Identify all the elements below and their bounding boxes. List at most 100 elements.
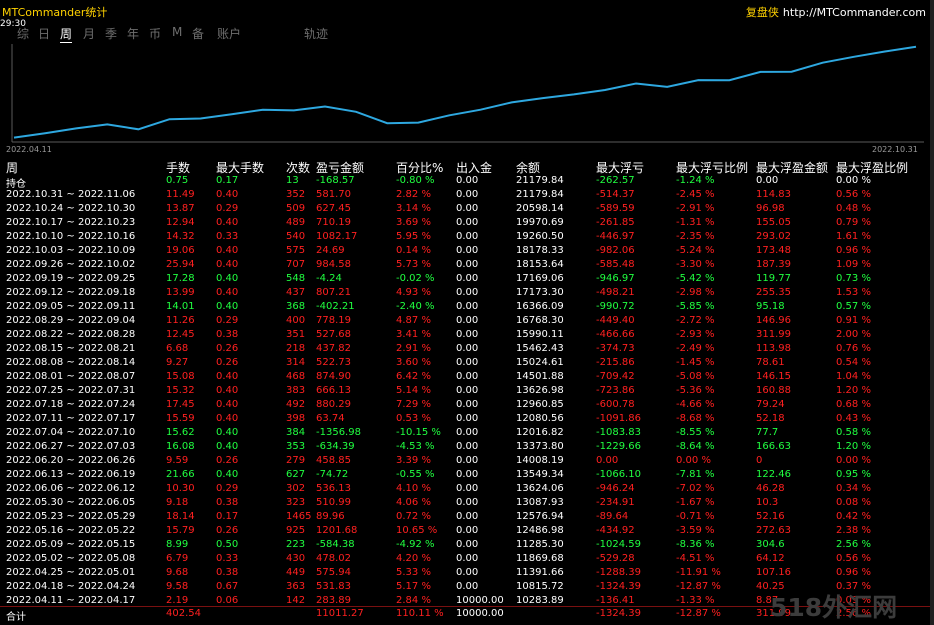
tab-trajectory[interactable]: 轨迹 xyxy=(304,27,329,41)
tab-currency[interactable]: 币 xyxy=(149,27,162,41)
cell-max-floating-profit: 78.61 xyxy=(756,357,785,368)
table-row[interactable]: 2022.06.27 ~ 2022.07.03 16.08 0.40 353 -634.… xyxy=(0,441,930,455)
tab-month[interactable]: 月 xyxy=(83,27,96,41)
cell-max-floating-profit: 311.99 xyxy=(756,329,791,340)
header-period[interactable]: 周 xyxy=(6,161,19,175)
table-row[interactable]: 2022.08.01 ~ 2022.08.07 15.08 0.40 468 874.9… xyxy=(0,371,930,385)
header-max-floating-profit-pct[interactable]: 最大浮盈比例 xyxy=(836,161,909,175)
cell-trades: 437 xyxy=(286,287,306,298)
table-row[interactable]: 2022.04.18 ~ 2022.04.24 9.58 0.67 363 531.83… xyxy=(0,581,930,595)
table-row[interactable]: 2022.08.15 ~ 2022.08.21 6.68 0.26 218 437.82… xyxy=(0,343,930,357)
cell-trades: 352 xyxy=(286,189,306,200)
holding-row[interactable]: 持仓 0.75 0.17 13 -168.57 -0.80 % 0.00 21179.84 -2… xyxy=(0,175,930,190)
table-row[interactable]: 2022.08.29 ~ 2022.09.04 11.26 0.29 400 778.1… xyxy=(0,315,930,329)
watermark: 518外汇网 xyxy=(770,593,898,622)
table-row[interactable]: 2022.05.16 ~ 2022.05.22 15.79 0.26 925 1201.… xyxy=(0,525,930,539)
table-row[interactable]: 2022.04.11 ~ 2022.04.17 2.19 0.06 142 283.89… xyxy=(0,595,930,609)
table-row[interactable]: 2022.09.19 ~ 2022.09.25 17.28 0.40 548 -4.24… xyxy=(0,273,930,287)
cell-trades: 1465 xyxy=(286,511,312,522)
header-profit[interactable]: 盈亏金额 xyxy=(316,161,365,175)
cell-percent: 3.60 % xyxy=(396,357,431,368)
cell-max-drawdown: -434.92 xyxy=(596,525,635,536)
cell-deposit: 0.00 xyxy=(456,511,479,522)
cell-max-floating-profit: 122.46 xyxy=(756,469,791,480)
table-row[interactable]: 2022.06.06 ~ 2022.06.12 10.30 0.29 302 536.1… xyxy=(0,483,930,497)
table-row[interactable]: 2022.07.04 ~ 2022.07.10 15.62 0.40 384 -1356… xyxy=(0,427,930,441)
header-trades[interactable]: 次数 xyxy=(286,161,311,175)
cell-max-drawdown-pct: -5.42 % xyxy=(676,273,715,284)
cell-max-lots: 0.40 xyxy=(216,217,239,228)
cell-max-floating-profit-pct: 0.00 % xyxy=(836,175,871,186)
cell-max-drawdown: -1024.59 xyxy=(596,539,641,550)
table-row[interactable]: 2022.10.03 ~ 2022.10.09 19.06 0.40 575 24.69… xyxy=(0,245,930,259)
table-row[interactable]: 2022.05.09 ~ 2022.05.15 8.99 0.50 223 -584.3… xyxy=(0,539,930,553)
header-deposit[interactable]: 出入金 xyxy=(456,161,493,175)
tab-quarter[interactable]: 季 xyxy=(105,27,118,41)
header-max-lots[interactable]: 最大手数 xyxy=(216,161,265,175)
table-row[interactable]: 2022.04.25 ~ 2022.05.01 9.68 0.38 449 575.94… xyxy=(0,567,930,581)
cell-balance: 19970.69 xyxy=(516,217,564,228)
cell-trades: 468 xyxy=(286,371,306,382)
table-row[interactable]: 2022.09.26 ~ 2022.10.02 25.94 0.40 707 984.5… xyxy=(0,259,930,273)
cell-lots: 16.08 xyxy=(166,441,195,452)
cell-lots: 11.26 xyxy=(166,315,195,326)
header-max-drawdown-pct[interactable]: 最大浮亏比例 xyxy=(676,161,749,175)
total-row[interactable]: 合计 402.54 11011.27 110.11 % 10000.00 -1324.39… xyxy=(0,608,930,623)
cell-deposit: 0.00 xyxy=(456,469,479,480)
cell-max-drawdown: -1288.39 xyxy=(596,567,641,578)
table-row[interactable]: 2022.08.22 ~ 2022.08.28 12.45 0.38 351 527.6… xyxy=(0,329,930,343)
table-row[interactable]: 2022.05.30 ~ 2022.06.05 9.18 0.38 323 510.99… xyxy=(0,497,930,511)
cell-lots: 14.32 xyxy=(166,231,195,242)
tab-day[interactable]: 日 xyxy=(38,27,51,41)
cell-percent: 4.06 % xyxy=(396,497,431,508)
cell-max-drawdown-pct: -1.45 % xyxy=(676,357,715,368)
cell-percent: -2.40 % xyxy=(396,301,435,312)
cell-deposit: 0.00 xyxy=(456,497,479,508)
table-row[interactable]: 2022.07.25 ~ 2022.07.31 15.32 0.40 383 666.1… xyxy=(0,385,930,399)
table-row[interactable]: 2022.10.31 ~ 2022.11.06 11.49 0.40 352 581.7… xyxy=(0,189,930,203)
header-lots[interactable]: 手数 xyxy=(166,161,191,175)
cell-period: 2022.08.15 ~ 2022.08.21 xyxy=(6,343,136,354)
tab-year[interactable]: 年 xyxy=(127,27,140,41)
table-row[interactable]: 2022.09.05 ~ 2022.09.11 14.01 0.40 368 -402.… xyxy=(0,301,930,315)
table-row[interactable]: 2022.07.11 ~ 2022.07.17 15.59 0.40 398 63.74… xyxy=(0,413,930,427)
cell-trades: 363 xyxy=(286,581,306,592)
cell-balance: 11869.68 xyxy=(516,553,564,564)
cell-period: 2022.07.18 ~ 2022.07.24 xyxy=(6,399,136,410)
cell-lots: 17.28 xyxy=(166,273,195,284)
tab-week[interactable]: 周 xyxy=(60,27,73,43)
table-row[interactable]: 2022.05.23 ~ 2022.05.29 18.14 0.17 1465 89.9… xyxy=(0,511,930,525)
cell-balance: 18153.64 xyxy=(516,259,564,270)
tab-backup[interactable]: 备 xyxy=(192,27,205,41)
cell-max-lots: 0.29 xyxy=(216,315,239,326)
table-row[interactable]: 2022.06.20 ~ 2022.06.26 9.59 0.26 279 458.85… xyxy=(0,455,930,469)
tab-account[interactable]: 账户 xyxy=(217,27,242,41)
cell-trades: 314 xyxy=(286,357,306,368)
table-row[interactable]: 2022.10.10 ~ 2022.10.16 14.32 0.33 540 1082.… xyxy=(0,231,930,245)
table-row[interactable]: 2022.05.02 ~ 2022.05.08 6.79 0.33 430 478.02… xyxy=(0,553,930,567)
cell-max-drawdown: -89.64 xyxy=(596,511,629,522)
header-max-floating-profit[interactable]: 最大浮盈金额 xyxy=(756,161,829,175)
header-max-drawdown[interactable]: 最大浮亏 xyxy=(596,161,645,175)
table-row[interactable]: 2022.07.18 ~ 2022.07.24 17.45 0.40 492 880.2… xyxy=(0,399,930,413)
header-percent[interactable]: 百分比% xyxy=(396,161,444,175)
tab-summary[interactable]: 综 xyxy=(17,27,30,41)
cell-profit: 1201.68 xyxy=(316,525,358,536)
table-row[interactable]: 2022.08.08 ~ 2022.08.14 9.27 0.26 314 522.73… xyxy=(0,357,930,371)
table-row[interactable]: 2022.10.24 ~ 2022.10.30 13.87 0.29 509 627.4… xyxy=(0,203,930,217)
cell-deposit: 0.00 xyxy=(456,553,479,564)
header-balance[interactable]: 余额 xyxy=(516,161,541,175)
cell-lots: 15.08 xyxy=(166,371,195,382)
cell-max-floating-profit-pct: 0.00 % xyxy=(836,455,871,466)
clock-label: 29:30 xyxy=(0,19,26,29)
cell-deposit: 0.00 xyxy=(456,329,479,340)
cell-deposit: 0.00 xyxy=(456,189,479,200)
cell-deposit: 0.00 xyxy=(456,371,479,382)
tab-m[interactable]: M xyxy=(172,25,183,39)
cell-max-floating-profit-pct: 0.96 % xyxy=(836,245,871,256)
table-row[interactable]: 2022.10.17 ~ 2022.10.23 12.94 0.40 489 710.1… xyxy=(0,217,930,231)
table-row[interactable]: 2022.09.12 ~ 2022.09.18 13.99 0.40 437 807.2… xyxy=(0,287,930,301)
website-link[interactable]: http://MTCommander.com xyxy=(782,6,926,19)
cell-percent: 10.65 % xyxy=(396,525,438,536)
table-row[interactable]: 2022.06.13 ~ 2022.06.19 21.66 0.40 627 -74.7… xyxy=(0,469,930,483)
